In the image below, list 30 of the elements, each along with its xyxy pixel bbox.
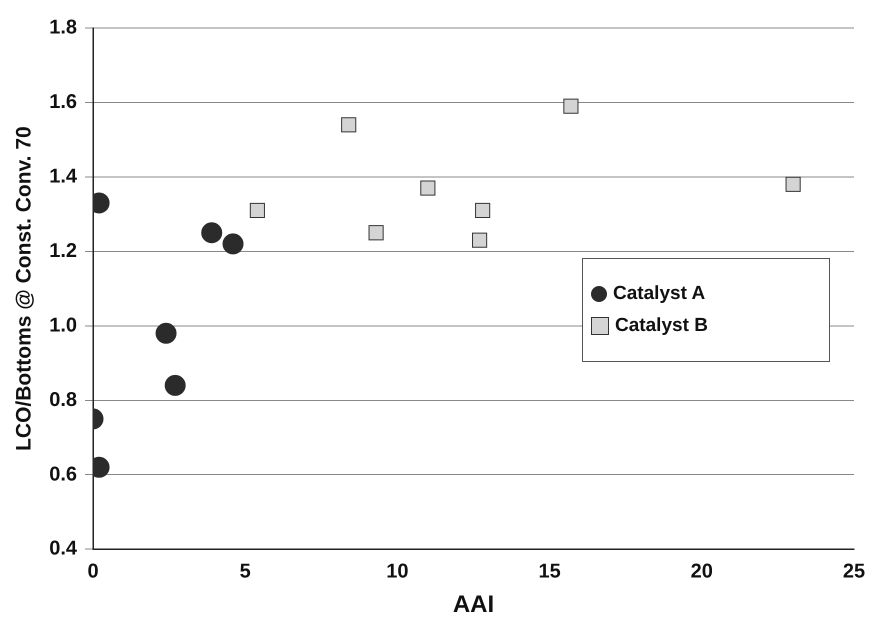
x-tick-label: 10	[386, 560, 409, 583]
point	[563, 98, 578, 114]
point	[786, 176, 801, 192]
y-tick-label: 0.6	[49, 463, 78, 486]
x-tick-label: 20	[690, 560, 713, 583]
y-tick-label: 1.6	[49, 90, 78, 113]
y-tick-label: 1.8	[49, 16, 78, 39]
point	[341, 117, 356, 132]
y-axis-title: LCO/Bottoms @ Const. Conv. 70	[12, 126, 36, 451]
point	[201, 222, 222, 244]
legend-label: Catalyst B	[615, 315, 708, 337]
y-tick-label: 1.0	[49, 314, 78, 336]
y-tick-label: 0.4	[49, 538, 78, 560]
point	[420, 180, 436, 196]
point	[156, 322, 177, 344]
y-tick-label: 1.4	[49, 165, 78, 188]
point	[250, 202, 265, 218]
y-tick-label: 0.8	[49, 388, 78, 411]
x-tick-label: 25	[842, 560, 866, 583]
x-tick-label: 15	[538, 560, 561, 583]
point	[164, 374, 186, 396]
x-tick-label: 5	[240, 560, 251, 583]
legend-label: Catalyst A	[613, 283, 706, 305]
point	[368, 225, 384, 240]
y-tick-label: 1.2	[49, 240, 78, 262]
point	[222, 233, 244, 254]
x-tick-label: 0	[87, 560, 99, 583]
point	[472, 232, 488, 248]
point	[475, 202, 490, 218]
x-axis-title: AAI	[452, 591, 494, 618]
